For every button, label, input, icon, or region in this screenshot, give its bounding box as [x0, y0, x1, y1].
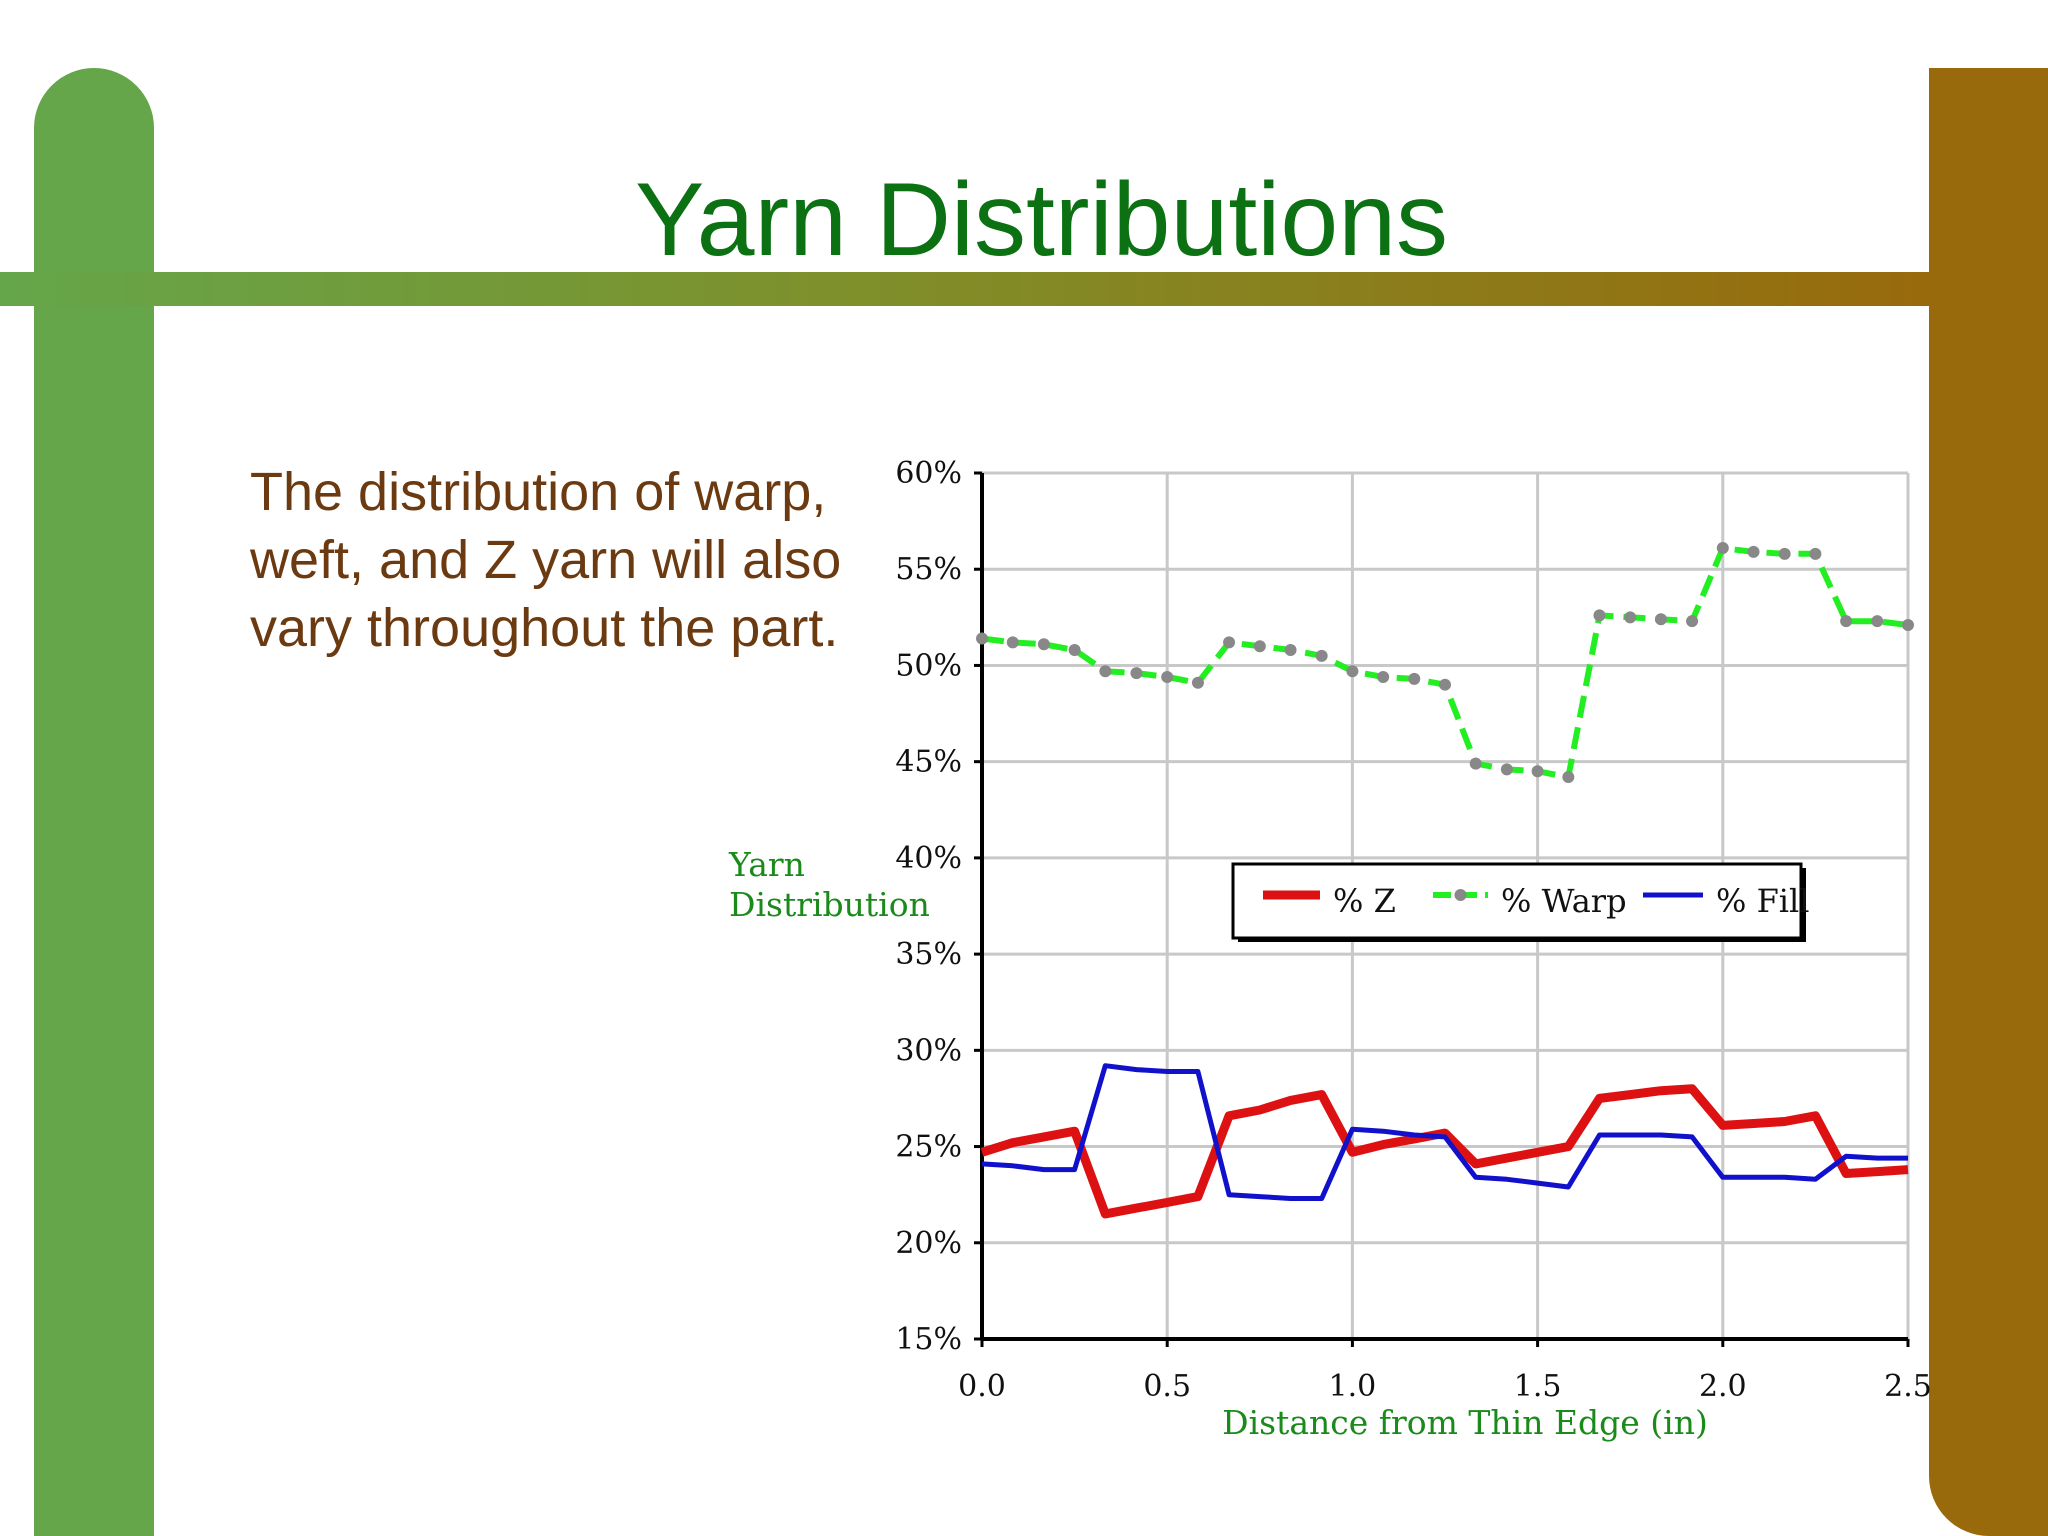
data-point-warp	[1223, 636, 1236, 649]
x-tick-label: 1.0	[1329, 1369, 1377, 1404]
series-line-warp	[981, 545, 1909, 781]
data-point-warp	[1037, 638, 1050, 651]
x-tick-label: 1.5	[1514, 1369, 1562, 1404]
series-line-fill	[981, 1063, 1908, 1201]
body-text: The distribution of warp, weft, and Z ya…	[250, 462, 842, 658]
data-point-warp	[1747, 545, 1760, 558]
legend-box	[1231, 862, 1803, 940]
series-layer	[976, 542, 1914, 1219]
y-tick-label: 15%	[895, 1322, 962, 1357]
data-point-warp	[1840, 615, 1853, 628]
y-axis-label-line: Distribution	[729, 885, 930, 924]
y-tick-label: 50%	[895, 648, 962, 683]
data-point-warp	[1531, 765, 1544, 778]
data-point-warp	[1500, 763, 1513, 776]
y-axis-label-line: Yarn	[728, 845, 805, 884]
y-tick-label: 55%	[895, 552, 962, 587]
y-axis-label: Yarn Distribution	[728, 845, 930, 924]
x-tick-label: 0.0	[958, 1369, 1006, 1404]
data-point-warp	[1408, 672, 1421, 685]
y-tick-label: 40%	[895, 841, 962, 876]
title-underline-band	[0, 272, 1929, 306]
data-point-warp	[1809, 547, 1822, 560]
data-point-warp	[1377, 670, 1390, 683]
data-point-warp	[1778, 547, 1791, 560]
right-decorative-bar	[1929, 68, 2048, 1536]
data-point-warp	[1439, 678, 1451, 691]
data-point-warp	[1068, 644, 1081, 657]
label-layer: 15% 20% 25% 30% 35% 40% 45% 50% 55% 60% 0.0 0.5 1.0 1…	[728, 456, 1932, 1442]
series-line-z	[980, 1084, 1909, 1219]
data-point-warp	[1562, 771, 1575, 784]
x-tick-label: 2.5	[1884, 1369, 1932, 1404]
data-point-warp	[1315, 649, 1328, 662]
y-tick-label: 60%	[895, 456, 962, 491]
data-point-warp	[1284, 644, 1297, 657]
legend: % Z % Warp % Fill	[1231, 862, 1809, 942]
y-tick-label: 25%	[895, 1130, 962, 1165]
data-point-warp	[1130, 667, 1143, 680]
axis-layer	[974, 471, 1910, 1347]
x-axis-label: Distance from Thin Edge (in)	[1222, 1403, 1708, 1442]
data-point-warp	[1099, 665, 1112, 678]
data-point-warp	[1654, 613, 1667, 626]
y-tick-label: 35%	[895, 937, 962, 972]
legend-label-warp: % Warp	[1501, 882, 1627, 920]
legend-marker-warp	[1454, 889, 1467, 901]
left-decorative-bar	[34, 68, 154, 1536]
data-point-warp	[1686, 615, 1699, 628]
data-point-warp	[1902, 619, 1914, 632]
data-point-warp	[1346, 665, 1359, 678]
data-point-warp	[1191, 676, 1204, 689]
x-tick-label: 2.0	[1699, 1369, 1747, 1404]
y-tick-label: 20%	[895, 1226, 962, 1261]
data-point-warp	[1624, 611, 1637, 624]
data-point-warp	[1161, 670, 1174, 683]
y-tick-label: 30%	[895, 1033, 962, 1068]
legend-label-z: % Z	[1333, 882, 1396, 920]
data-point-warp	[976, 632, 988, 645]
data-point-warp	[1716, 542, 1729, 555]
x-tick-label: 0.5	[1143, 1369, 1191, 1404]
slide-title: Yarn Distributions	[634, 162, 1449, 278]
legend-label-fill: % Fill	[1716, 882, 1809, 920]
y-tick-label: 45%	[895, 745, 962, 780]
data-point-warp	[1593, 609, 1606, 622]
data-point-warp	[1253, 640, 1266, 653]
data-point-warp	[1871, 615, 1884, 628]
data-point-warp	[1006, 636, 1019, 649]
data-point-warp	[1469, 757, 1482, 770]
